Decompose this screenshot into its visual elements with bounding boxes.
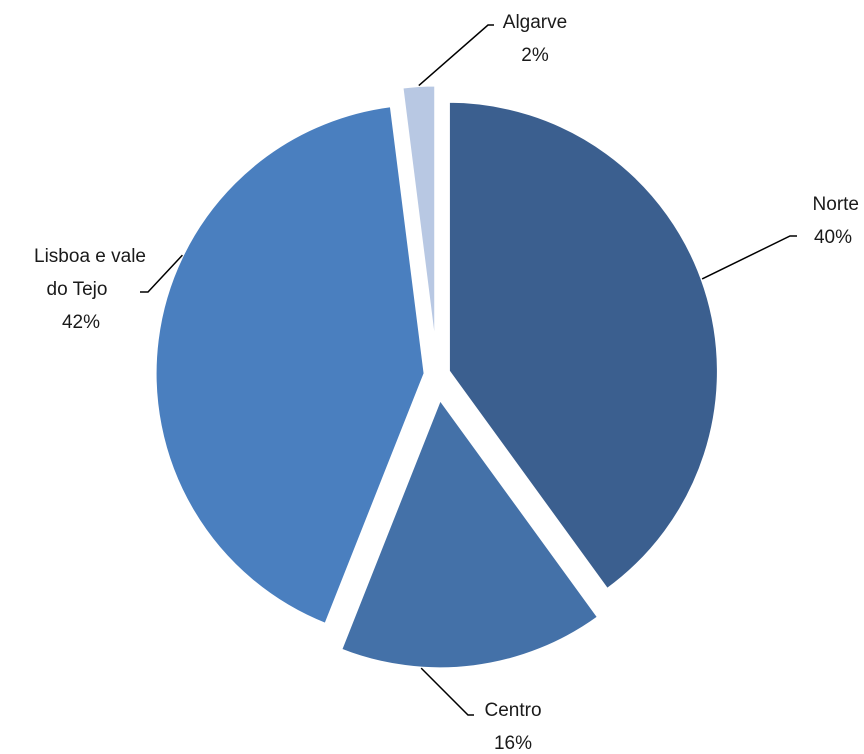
- slice-label-algarve-percent: 2%: [521, 45, 549, 66]
- leader-line-algarve: [418, 24, 494, 87]
- slice-label-lisboa-name-line1: Lisboa e vale: [34, 246, 146, 267]
- slice-label-centro-percent: 16%: [494, 733, 532, 754]
- slice-label-lisboa-name-line2: do Tejo: [47, 279, 108, 300]
- pie-slice-algarve: [400, 83, 438, 357]
- slice-labels: Norte 40% Centro 16% Lisboa e vale do Te…: [34, 12, 859, 754]
- pie-slices: [153, 83, 720, 671]
- leader-line-lisboa-e-vale-do-tejo: [140, 254, 183, 293]
- slice-label-norte-percent: 40%: [814, 227, 852, 248]
- slice-label-centro-name: Centro: [484, 700, 541, 721]
- slice-label-algarve-name: Algarve: [503, 12, 567, 33]
- pie-slice-norte: [446, 99, 720, 592]
- slice-label-lisboa-percent: 42%: [62, 312, 100, 333]
- pie-slice-centro: [339, 397, 601, 671]
- pie-slice-lisboa-e-vale-do-tejo: [153, 104, 427, 627]
- leader-line-centro: [420, 667, 474, 716]
- leader-line-norte: [701, 235, 797, 280]
- leader-lines: [140, 24, 797, 716]
- slice-label-norte-name: Norte: [813, 194, 859, 215]
